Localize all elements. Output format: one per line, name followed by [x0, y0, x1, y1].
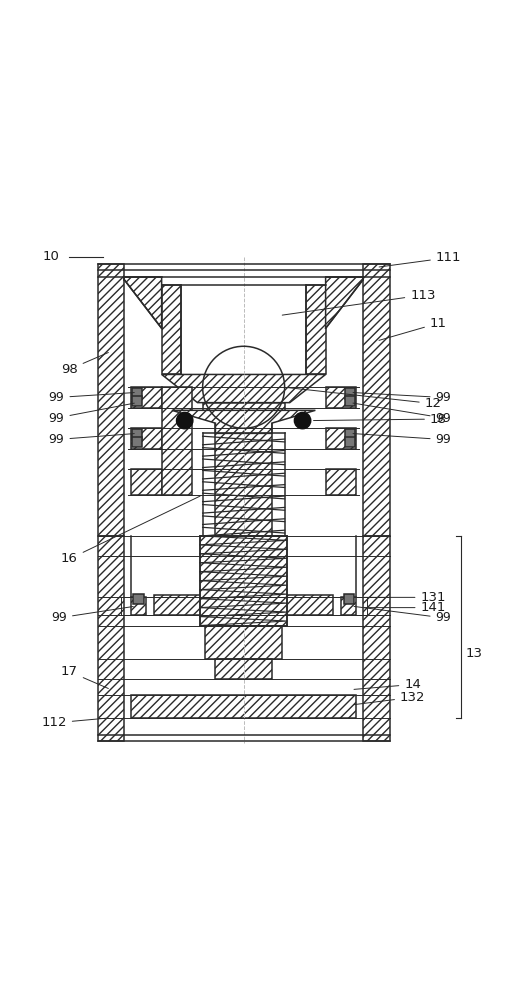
Bar: [345, 429, 355, 440]
Bar: [345, 388, 355, 399]
Text: 111: 111: [379, 251, 462, 267]
Text: 99: 99: [49, 403, 134, 425]
Bar: [131, 695, 356, 718]
Bar: [345, 396, 355, 406]
Text: 132: 132: [354, 691, 425, 705]
Bar: [131, 469, 162, 495]
Bar: [343, 594, 354, 604]
Bar: [132, 388, 142, 399]
Text: 11: 11: [379, 317, 447, 340]
Bar: [203, 403, 284, 418]
Text: 17: 17: [61, 665, 108, 689]
Text: 99: 99: [353, 433, 451, 446]
Bar: [326, 428, 356, 449]
Bar: [134, 594, 143, 604]
Bar: [326, 469, 356, 495]
Bar: [162, 285, 181, 374]
Bar: [132, 396, 142, 406]
Text: 16: 16: [61, 496, 200, 565]
Bar: [215, 418, 272, 544]
Bar: [326, 387, 356, 408]
Text: 98: 98: [61, 352, 108, 376]
Text: 99: 99: [353, 403, 451, 425]
Text: 99: 99: [353, 391, 451, 404]
Text: 14: 14: [354, 678, 421, 691]
Bar: [215, 659, 272, 679]
Text: 99: 99: [354, 606, 451, 624]
Polygon shape: [162, 374, 326, 403]
Polygon shape: [326, 277, 363, 328]
Bar: [132, 429, 142, 440]
Bar: [363, 264, 390, 536]
Text: 141: 141: [364, 601, 446, 614]
Polygon shape: [124, 277, 162, 328]
Bar: [345, 437, 355, 447]
Bar: [363, 536, 390, 741]
Bar: [131, 387, 162, 408]
Text: 131: 131: [364, 591, 446, 604]
Bar: [341, 597, 356, 615]
Bar: [154, 595, 333, 615]
Text: 99: 99: [49, 433, 134, 446]
Text: 113: 113: [282, 289, 436, 315]
Bar: [97, 536, 124, 741]
Bar: [97, 264, 124, 536]
Text: 12: 12: [287, 388, 442, 410]
Bar: [131, 597, 146, 615]
Bar: [131, 428, 162, 449]
Circle shape: [294, 412, 311, 429]
Bar: [205, 626, 282, 659]
Bar: [306, 285, 326, 374]
Polygon shape: [172, 410, 315, 433]
Text: 13: 13: [466, 647, 483, 660]
Text: 112: 112: [41, 716, 108, 729]
Text: 18: 18: [313, 413, 447, 426]
Text: 99: 99: [51, 606, 133, 624]
Text: 99: 99: [49, 391, 134, 404]
Bar: [162, 387, 192, 495]
Text: 10: 10: [43, 250, 60, 263]
Circle shape: [177, 412, 193, 429]
Bar: [132, 437, 142, 447]
Bar: [200, 536, 287, 626]
